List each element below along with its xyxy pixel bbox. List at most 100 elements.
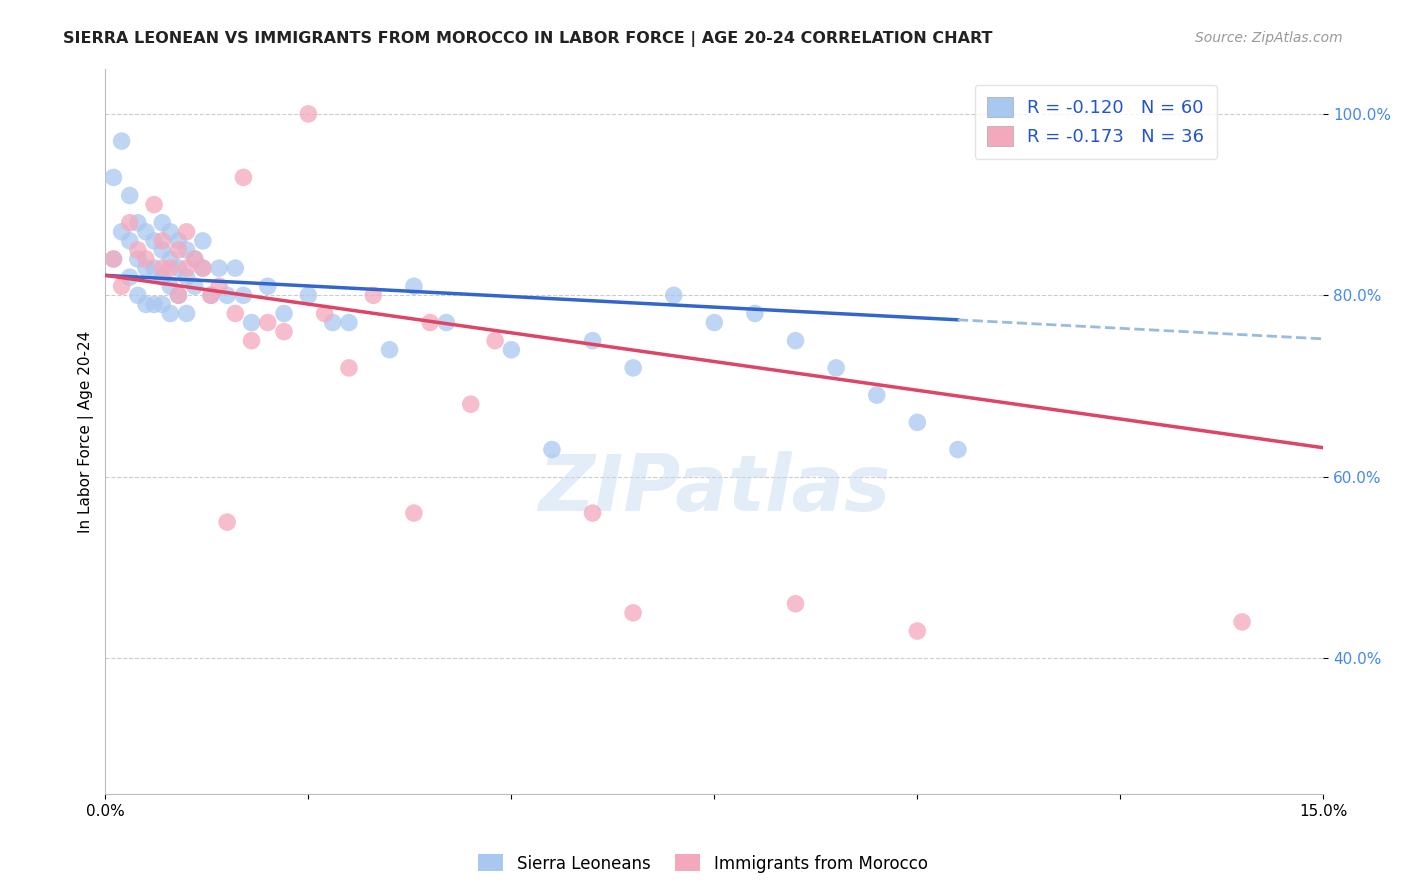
Point bbox=[159, 252, 181, 266]
Point bbox=[337, 360, 360, 375]
Point bbox=[501, 343, 523, 357]
Point bbox=[232, 170, 254, 185]
Point bbox=[217, 288, 239, 302]
Point bbox=[167, 261, 190, 276]
Point bbox=[111, 279, 134, 293]
Point bbox=[118, 216, 141, 230]
Point bbox=[103, 252, 125, 266]
Point bbox=[103, 170, 125, 185]
Point bbox=[240, 334, 263, 348]
Point bbox=[127, 288, 149, 302]
Text: Source: ZipAtlas.com: Source: ZipAtlas.com bbox=[1195, 31, 1343, 45]
Legend: Sierra Leoneans, Immigrants from Morocco: Sierra Leoneans, Immigrants from Morocco bbox=[471, 847, 935, 880]
Point bbox=[111, 225, 134, 239]
Point bbox=[200, 288, 222, 302]
Point bbox=[581, 506, 603, 520]
Point bbox=[785, 597, 807, 611]
Point bbox=[337, 316, 360, 330]
Point bbox=[183, 252, 205, 266]
Point bbox=[297, 288, 319, 302]
Legend: R = -0.120   N = 60, R = -0.173   N = 36: R = -0.120 N = 60, R = -0.173 N = 36 bbox=[974, 85, 1216, 159]
Point bbox=[176, 225, 198, 239]
Point bbox=[150, 234, 173, 248]
Point bbox=[143, 234, 166, 248]
Point bbox=[224, 261, 246, 276]
Point bbox=[191, 261, 214, 276]
Point bbox=[167, 243, 190, 257]
Point bbox=[434, 316, 457, 330]
Point bbox=[159, 279, 181, 293]
Point bbox=[159, 261, 181, 276]
Point bbox=[866, 388, 889, 402]
Point bbox=[402, 506, 425, 520]
Point bbox=[143, 261, 166, 276]
Point bbox=[159, 306, 181, 320]
Point bbox=[621, 606, 644, 620]
Point bbox=[200, 288, 222, 302]
Point bbox=[1230, 615, 1253, 629]
Point bbox=[176, 270, 198, 285]
Point bbox=[167, 288, 190, 302]
Point bbox=[118, 234, 141, 248]
Point bbox=[183, 252, 205, 266]
Point bbox=[224, 306, 246, 320]
Point bbox=[322, 316, 344, 330]
Point bbox=[703, 316, 725, 330]
Point bbox=[363, 288, 385, 302]
Point bbox=[176, 261, 198, 276]
Point bbox=[167, 288, 190, 302]
Point bbox=[150, 297, 173, 311]
Point bbox=[256, 316, 278, 330]
Point bbox=[208, 279, 231, 293]
Point bbox=[581, 334, 603, 348]
Point bbox=[744, 306, 766, 320]
Point bbox=[135, 261, 157, 276]
Text: ZIPatlas: ZIPatlas bbox=[538, 451, 890, 527]
Point bbox=[402, 279, 425, 293]
Point bbox=[273, 306, 295, 320]
Point bbox=[167, 234, 190, 248]
Point bbox=[208, 261, 231, 276]
Point bbox=[256, 279, 278, 293]
Point bbox=[135, 252, 157, 266]
Point bbox=[176, 306, 198, 320]
Text: SIERRA LEONEAN VS IMMIGRANTS FROM MOROCCO IN LABOR FORCE | AGE 20-24 CORRELATION: SIERRA LEONEAN VS IMMIGRANTS FROM MOROCC… bbox=[63, 31, 993, 47]
Point bbox=[905, 624, 928, 638]
Point bbox=[240, 316, 263, 330]
Point bbox=[127, 216, 149, 230]
Point bbox=[118, 270, 141, 285]
Point bbox=[150, 261, 173, 276]
Point bbox=[273, 325, 295, 339]
Point bbox=[217, 515, 239, 529]
Point bbox=[484, 334, 506, 348]
Point bbox=[111, 134, 134, 148]
Point bbox=[460, 397, 482, 411]
Point bbox=[176, 243, 198, 257]
Point bbox=[541, 442, 564, 457]
Point bbox=[785, 334, 807, 348]
Point bbox=[314, 306, 336, 320]
Point bbox=[946, 442, 969, 457]
Point bbox=[191, 261, 214, 276]
Point bbox=[419, 316, 441, 330]
Y-axis label: In Labor Force | Age 20-24: In Labor Force | Age 20-24 bbox=[79, 330, 94, 533]
Point bbox=[135, 297, 157, 311]
Point bbox=[150, 270, 173, 285]
Point bbox=[621, 360, 644, 375]
Point bbox=[118, 188, 141, 202]
Point bbox=[159, 225, 181, 239]
Point bbox=[232, 288, 254, 302]
Point bbox=[150, 216, 173, 230]
Point bbox=[143, 197, 166, 211]
Point bbox=[905, 415, 928, 429]
Point bbox=[143, 297, 166, 311]
Point bbox=[103, 252, 125, 266]
Point bbox=[135, 225, 157, 239]
Point bbox=[297, 107, 319, 121]
Point bbox=[183, 279, 205, 293]
Point bbox=[378, 343, 401, 357]
Point bbox=[127, 252, 149, 266]
Point bbox=[662, 288, 685, 302]
Point bbox=[825, 360, 848, 375]
Point bbox=[191, 234, 214, 248]
